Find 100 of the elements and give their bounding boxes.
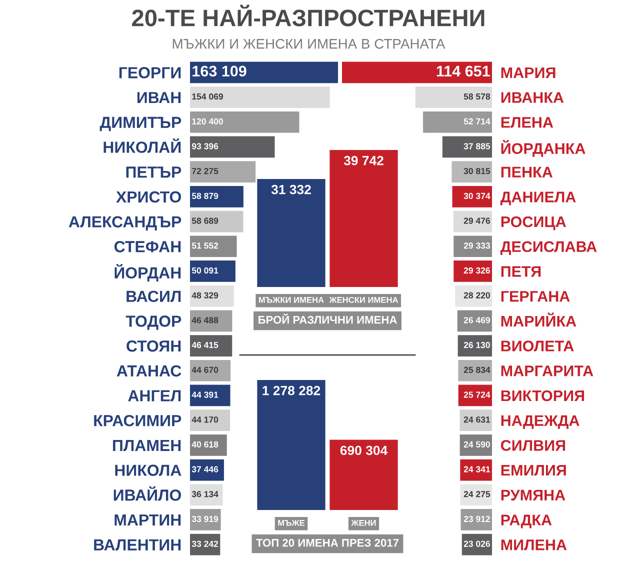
data-label: 58 689: [192, 218, 218, 224]
bar: [415, 86, 492, 108]
bar: [190, 434, 227, 456]
data-label: 28 220: [464, 292, 490, 298]
y-tick-label: ГЕОРГИ: [119, 67, 181, 78]
data-label: 120 400: [192, 118, 223, 124]
x-axis-title: ТОП 20 ИМЕНА ПРЕЗ 2017: [256, 538, 399, 547]
bar: [190, 86, 330, 108]
y-tick-label: АНГЕЛ: [128, 390, 181, 402]
bar: [460, 484, 492, 506]
data-label: 26 469: [464, 317, 490, 324]
data-label: 23 026: [464, 540, 490, 547]
y-tick-label: ПЕТЪР: [126, 166, 182, 178]
x-tick-label: МЪЖКИ ИМЕНА: [258, 297, 324, 303]
data-label: 37 885: [464, 143, 490, 150]
data-label: 23 912: [464, 516, 490, 522]
y-tick-label: КРАСИМИР: [94, 414, 182, 426]
y-tick-label: ПЕНКА: [501, 166, 552, 178]
data-label: 25 724: [464, 392, 490, 398]
y-tick-label: ВИОЛЕТА: [501, 340, 574, 352]
data-label: 46 488: [192, 317, 218, 324]
data-label: 26 130: [464, 342, 490, 348]
data-label: 46 415: [192, 342, 218, 348]
x-tick-label: ЖЕНСКИ ИМЕНА: [329, 296, 398, 303]
y-tick-label: ИВАН: [137, 92, 181, 104]
bar: [190, 509, 221, 530]
y-tick-label: СИЛВИЯ: [500, 440, 566, 451]
bar: [342, 62, 492, 84]
bar: [454, 236, 492, 258]
data-label: 44 670: [192, 366, 218, 373]
data-label: 58 879: [192, 192, 218, 200]
data-label: 93 396: [192, 143, 218, 150]
bar: [190, 136, 275, 158]
y-tick-label: ВАЛЕНТИН: [94, 539, 181, 550]
data-label: 1 278 282: [262, 386, 320, 396]
data-label: 30 815: [464, 168, 490, 174]
data-label: 33 919: [192, 516, 218, 522]
y-tick-label: ПЕТЯ: [501, 266, 541, 277]
bar: [190, 186, 244, 208]
data-label: 44 170: [192, 416, 218, 423]
y-tick-label: НИКОЛАЙ: [104, 138, 181, 153]
y-tick-label: ТОДОР: [126, 316, 182, 330]
bar: [442, 136, 492, 158]
bar: [455, 285, 492, 307]
y-tick-label: ЙОРДАНКА: [501, 140, 586, 157]
y-tick-label: РОСИЦА: [501, 216, 566, 230]
y-tick-label: МАРИЙКА: [501, 312, 576, 326]
y-tick-label: ДЕСИСЛАВА: [500, 241, 597, 255]
bar: [460, 410, 492, 432]
y-tick-label: МИЛЕНА: [501, 540, 567, 550]
y-tick-label: СТОЯН: [126, 340, 181, 352]
y-tick-label: СТЕФАН: [114, 241, 181, 252]
data-label: 29 476: [464, 218, 490, 224]
bar: [458, 360, 492, 382]
y-tick-label: РАДКА: [501, 514, 552, 528]
y-tick-label: ДИМИТЪР: [100, 116, 182, 132]
bar: [190, 210, 244, 232]
bar: [452, 161, 492, 183]
bar: [190, 62, 338, 84]
y-tick-label: ЕМИЛИЯ: [501, 465, 566, 476]
y-tick-label: РУМЯНА: [501, 490, 566, 501]
data-label: 690 304: [340, 446, 388, 456]
data-label: 29 333: [464, 242, 490, 249]
data-label: 40 618: [192, 441, 218, 448]
y-tick-label: ЙОРДАН: [114, 264, 181, 282]
y-tick-label: ВИКТОРИЯ: [501, 390, 584, 402]
y-tick-label: ЕЛЕНА: [501, 117, 554, 128]
data-label: 37 446: [192, 466, 218, 472]
y-tick-label: ПЛАМЕН: [113, 440, 181, 452]
data-label: 24 341: [464, 466, 490, 472]
bar: [458, 335, 492, 356]
data-label: 31 332: [271, 184, 311, 194]
data-label: 154 069: [192, 93, 223, 100]
bar: [453, 210, 492, 232]
data-label: 163 109: [192, 66, 246, 77]
chart-subtitle: МЪЖКИ И ЖЕНСКИ ИМЕНА В СТРАНАТА: [172, 38, 446, 49]
data-label: 114 651: [436, 66, 490, 77]
data-label: 44 391: [192, 392, 218, 398]
y-tick-label: ХРИСТО: [116, 191, 181, 203]
data-label: 58 578: [464, 93, 490, 100]
data-label: 52 714: [464, 118, 490, 124]
bar: [190, 260, 236, 282]
bar: [190, 236, 237, 258]
x-tick-label: МЪЖЕ: [278, 520, 305, 526]
bar: [190, 285, 234, 307]
bar: [190, 161, 256, 183]
bar: [190, 360, 231, 382]
y-tick-label: ДАНИЕЛА: [500, 192, 576, 206]
y-tick-label: АЛЕКСАНДЪР: [68, 216, 182, 230]
bar: [460, 434, 492, 456]
y-tick-label: МАРИЯ: [501, 67, 556, 78]
data-label: 24 275: [464, 491, 490, 498]
data-label: 48 329: [192, 292, 218, 298]
x-axis-title: БРОЙ РАЗЛИЧНИ ИМЕНА: [258, 314, 397, 324]
data-label: 30 374: [464, 192, 490, 200]
bar: [190, 335, 232, 356]
bar: [454, 260, 492, 282]
y-tick-label: ИВАЙЛО: [114, 486, 181, 501]
data-label: 24 631: [464, 416, 490, 423]
y-tick-label: МАРГАРИТА: [501, 366, 594, 376]
